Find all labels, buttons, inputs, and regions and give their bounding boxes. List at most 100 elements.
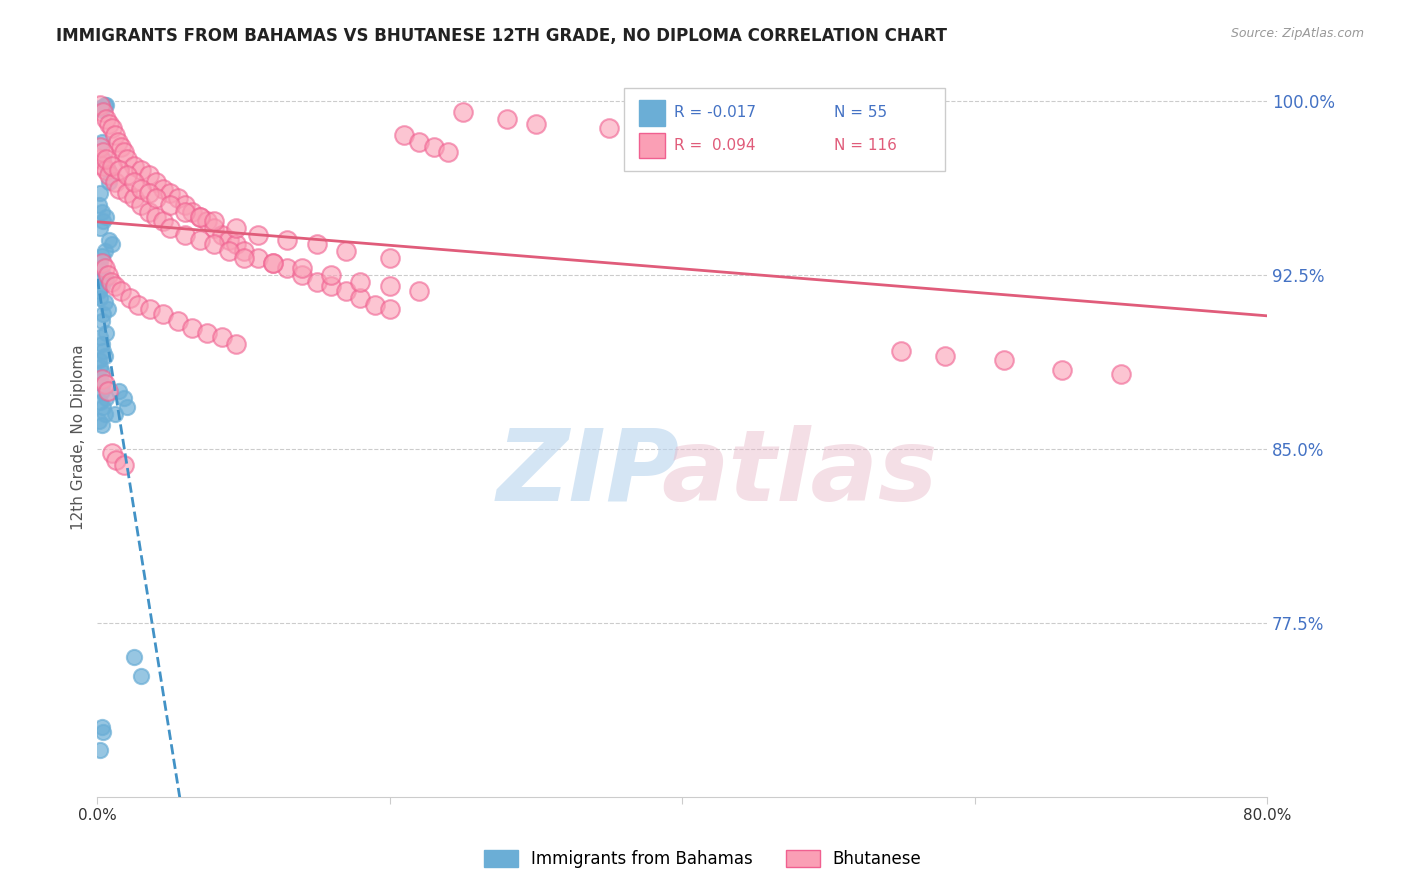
Point: [1109, 368, 1132, 382]
Point: [107, 136, 129, 150]
Point: [89, 395, 111, 409]
Point: [108, 163, 131, 178]
Point: [598, 121, 620, 136]
Point: [108, 182, 131, 196]
Y-axis label: 12th Grade, No Diploma: 12th Grade, No Diploma: [72, 344, 86, 530]
Point: [112, 391, 135, 405]
Point: [93, 349, 115, 363]
Point: [89, 101, 111, 115]
Point: [122, 191, 145, 205]
Point: [101, 446, 124, 460]
Point: [181, 205, 204, 219]
Point: [89, 330, 111, 344]
Point: [174, 198, 197, 212]
Point: [188, 210, 211, 224]
Point: [122, 159, 145, 173]
Point: [98, 168, 121, 182]
Point: [159, 221, 181, 235]
Text: N = 55: N = 55: [834, 105, 887, 120]
Point: [495, 112, 517, 127]
Point: [349, 291, 371, 305]
Point: [94, 272, 117, 286]
Point: [276, 233, 298, 247]
Text: R =  0.094: R = 0.094: [673, 137, 755, 153]
Point: [112, 145, 135, 159]
Point: [378, 279, 401, 293]
Point: [90, 418, 112, 433]
Point: [129, 198, 152, 212]
Point: [91, 376, 114, 391]
Point: [305, 237, 328, 252]
Point: [97, 268, 120, 282]
Text: Source: ZipAtlas.com: Source: ZipAtlas.com: [1230, 27, 1364, 40]
Point: [87, 414, 110, 428]
Point: [335, 244, 357, 259]
Point: [98, 175, 121, 189]
Point: [90, 205, 112, 219]
Point: [94, 210, 117, 224]
Point: [159, 198, 181, 212]
Bar: [638, 133, 665, 158]
Point: [101, 237, 124, 252]
Point: [91, 344, 114, 359]
Point: [166, 191, 188, 205]
Point: [87, 353, 110, 368]
Point: [890, 344, 912, 359]
Point: [202, 237, 225, 252]
Point: [93, 295, 115, 310]
Point: [174, 205, 197, 219]
Point: [993, 353, 1015, 368]
Point: [115, 400, 138, 414]
Point: [166, 314, 188, 328]
Point: [122, 175, 145, 189]
Point: [202, 221, 225, 235]
Point: [188, 210, 211, 224]
Point: [104, 175, 127, 189]
Point: [349, 275, 371, 289]
Point: [394, 128, 416, 143]
Point: [87, 284, 110, 298]
Point: [159, 186, 181, 201]
Point: [90, 720, 112, 734]
Point: [218, 233, 240, 247]
Point: [89, 360, 111, 375]
Point: [105, 453, 128, 467]
Point: [232, 244, 254, 259]
Point: [93, 98, 115, 112]
Point: [262, 256, 284, 270]
Point: [87, 260, 110, 275]
Point: [139, 302, 162, 317]
Point: [225, 337, 247, 351]
Point: [378, 302, 401, 317]
Point: [188, 233, 211, 247]
Point: [89, 152, 111, 166]
Point: [90, 256, 112, 270]
Point: [145, 175, 167, 189]
Point: [90, 372, 112, 386]
Point: [321, 279, 343, 293]
Point: [174, 228, 197, 243]
Point: [93, 244, 115, 259]
Point: [94, 98, 117, 112]
Point: [202, 214, 225, 228]
Point: [91, 145, 114, 159]
Point: [104, 407, 127, 421]
Point: [94, 152, 117, 166]
Point: [115, 168, 138, 182]
Point: [91, 307, 114, 321]
Point: [91, 159, 114, 173]
Point: [262, 256, 284, 270]
Point: [91, 214, 114, 228]
Point: [97, 302, 120, 317]
Point: [247, 228, 270, 243]
Point: [94, 112, 117, 127]
Point: [90, 384, 112, 398]
Point: [91, 105, 114, 120]
Point: [138, 168, 160, 182]
Point: [98, 117, 121, 131]
Point: [110, 140, 132, 154]
Point: [437, 145, 460, 159]
Text: ZIP: ZIP: [498, 425, 681, 522]
Point: [218, 244, 240, 259]
Point: [91, 724, 114, 739]
